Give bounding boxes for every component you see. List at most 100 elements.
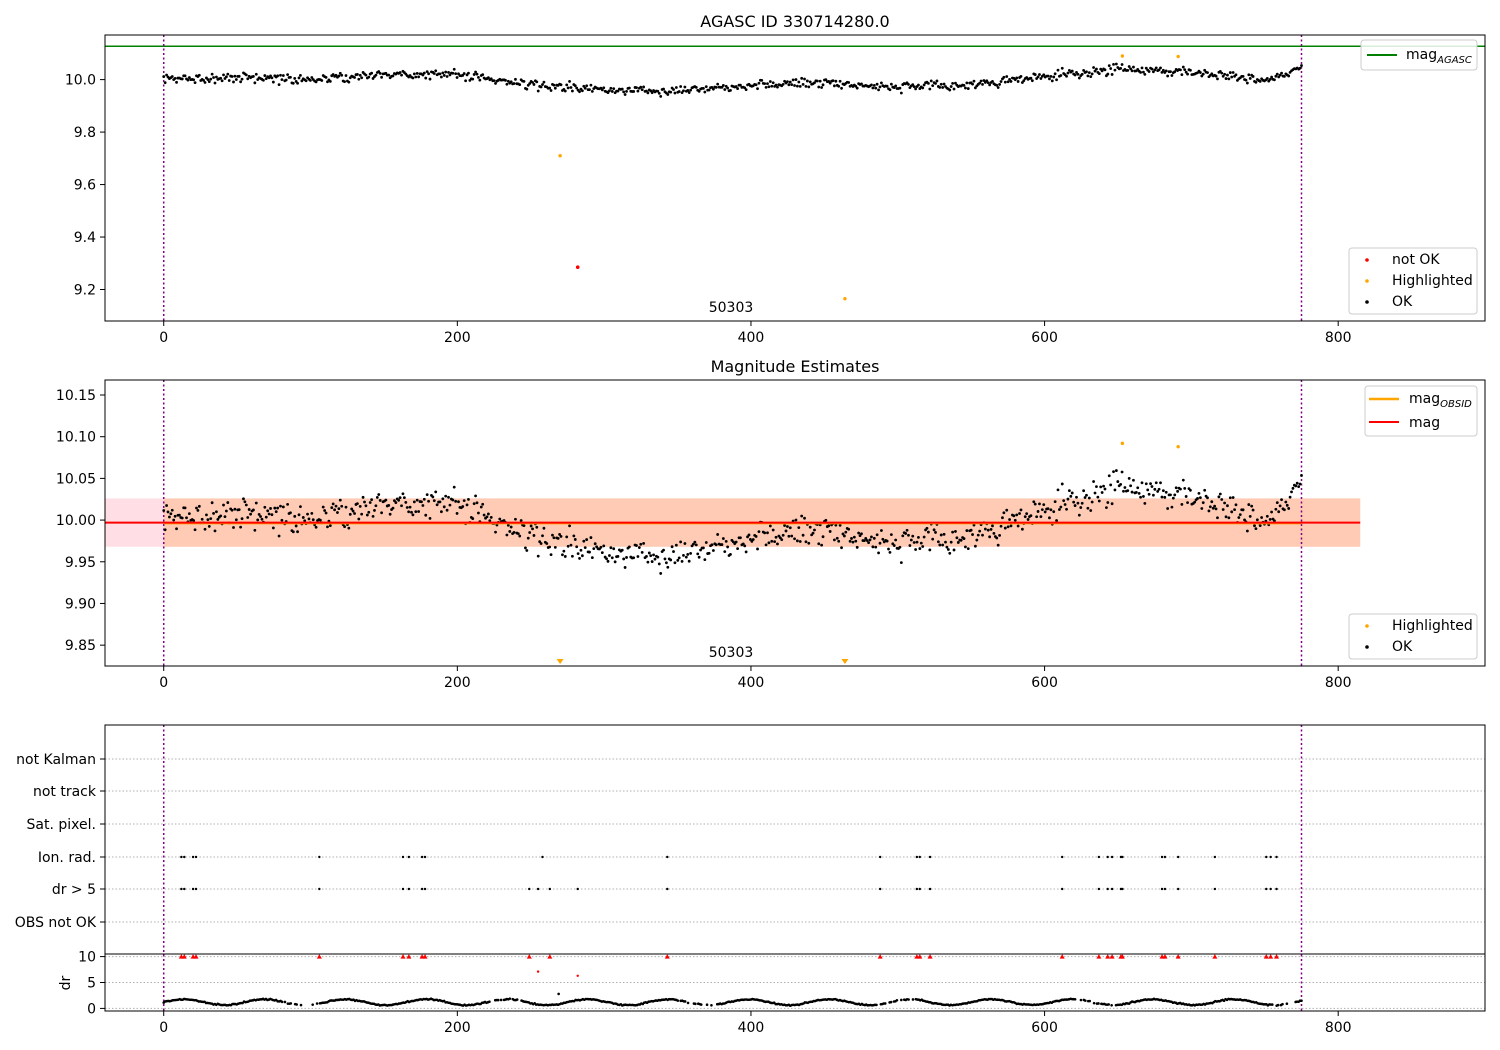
flag-row-label: OBS not OK: [15, 915, 97, 931]
ok-point: [186, 78, 190, 82]
ok-point: [680, 560, 684, 563]
flag-row-label: Ion. rad.: [38, 850, 96, 866]
ok-point: [1139, 71, 1142, 74]
ok-point: [1109, 483, 1113, 487]
ok-point: [234, 518, 238, 522]
flag-event-marker: [1110, 855, 1114, 859]
ok-point: [687, 559, 691, 563]
ok-point: [1159, 66, 1162, 70]
ok-point: [787, 534, 791, 538]
ok-point: [637, 546, 641, 549]
flag-event-marker: [401, 887, 405, 891]
legend-marker-highlighted-2: [1365, 624, 1369, 628]
ok-point: [1049, 508, 1053, 512]
ok-point: [1059, 505, 1063, 509]
ok-point: [803, 77, 806, 81]
ok-point: [1102, 484, 1105, 488]
legend-label-obsid-sub: OBSID: [1440, 399, 1472, 410]
ok-point: [246, 516, 250, 519]
legend-marker-not-ok: [1365, 258, 1369, 262]
ok-point: [808, 525, 812, 529]
ok-point: [908, 544, 912, 547]
ok-point: [1198, 71, 1202, 74]
ok-point: [162, 509, 166, 512]
ok-point: [360, 76, 364, 80]
flag-event-marker: [1110, 887, 1114, 891]
dr-point: [710, 1004, 713, 1007]
ok-point: [519, 519, 523, 522]
flag-event-marker: [1160, 887, 1164, 891]
ok-point: [358, 504, 362, 508]
ok-point: [180, 516, 184, 520]
ok-point: [441, 497, 445, 501]
ok-point: [314, 525, 318, 529]
ok-point: [357, 517, 361, 521]
ok-point: [791, 78, 795, 82]
ok-point: [707, 88, 711, 92]
ok-point: [1130, 490, 1134, 494]
ok-point: [747, 533, 751, 537]
ok-point: [1208, 505, 1212, 509]
ok-point: [877, 88, 880, 92]
dr-point: [499, 998, 503, 1002]
ok-point: [677, 90, 681, 93]
ok-point: [427, 72, 430, 76]
ok-point: [308, 78, 312, 82]
ok-point: [224, 75, 228, 79]
dr-ytick-label: 5: [87, 976, 96, 992]
ok-point: [610, 90, 614, 93]
ok-point: [438, 72, 442, 76]
ok-point: [1154, 66, 1158, 70]
ok-point: [1176, 489, 1180, 493]
ok-point: [447, 495, 450, 499]
panel-flags-plot-area: not Kalman not track Sat. pixel. Ion. rad. d…: [15, 725, 1485, 1036]
flag-event-marker: [407, 887, 411, 891]
ok-point: [613, 560, 617, 564]
ok-point: [646, 560, 650, 564]
ok-point: [286, 502, 290, 506]
ok-point: [548, 545, 552, 549]
ok-point: [870, 535, 873, 539]
ok-point: [256, 518, 260, 522]
panel-flags-frame: [104, 724, 1486, 1012]
flag-event-marker: [666, 887, 669, 891]
ok-point: [921, 545, 925, 548]
flag-event-marker: [928, 855, 932, 859]
ok-point: [653, 557, 657, 561]
ok-point: [716, 533, 720, 536]
dr-clipped-marker: [1274, 954, 1280, 959]
ok-point: [951, 81, 955, 85]
ok-point: [711, 87, 715, 91]
ok-point: [279, 73, 282, 77]
legend-label-highlighted-2: Highlighted: [1392, 618, 1473, 634]
dr-point: [496, 998, 500, 1002]
ok-point: [948, 88, 952, 92]
highlighted-point: [1176, 445, 1180, 449]
ok-point: [827, 524, 831, 528]
dr-point: [686, 1001, 690, 1005]
ok-point: [1139, 495, 1142, 499]
ok-point: [528, 82, 532, 85]
ok-point: [226, 72, 230, 76]
ok-point: [703, 558, 707, 562]
ok-point: [988, 535, 992, 539]
ok-point: [659, 572, 663, 575]
p2-ytick-label: 9.90: [65, 596, 96, 612]
ok-point: [1066, 497, 1070, 501]
ok-point: [175, 80, 178, 84]
ok-point: [767, 85, 771, 89]
ok-point: [210, 501, 214, 505]
ok-point: [959, 538, 963, 542]
p2-ytick-label: 10.05: [56, 471, 96, 487]
ok-point: [840, 86, 843, 90]
ok-point: [907, 533, 910, 537]
ok-point: [639, 542, 643, 546]
ok-point: [452, 67, 456, 71]
flag-event-marker: [1060, 855, 1064, 859]
ok-point: [535, 525, 539, 529]
ok-point: [955, 536, 959, 540]
ok-point: [536, 554, 540, 558]
ok-point: [1234, 73, 1238, 77]
ok-point: [170, 508, 174, 512]
